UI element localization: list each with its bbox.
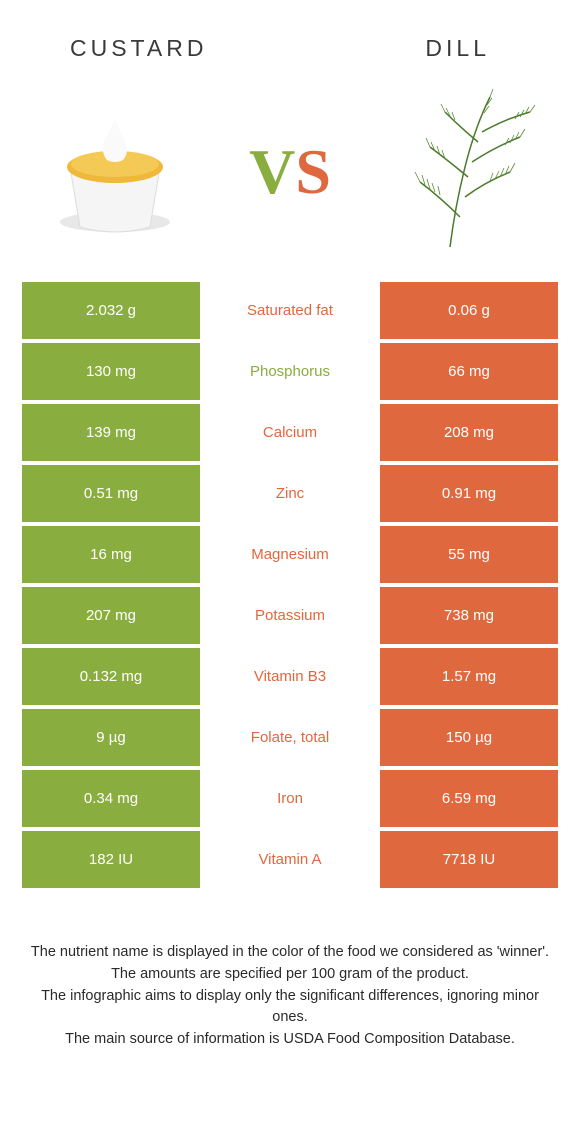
nutrient-label: Saturated fat — [200, 282, 380, 339]
footer-line: The amounts are specified per 100 gram o… — [30, 964, 550, 986]
dill-image — [380, 87, 550, 257]
table-row: 0.34 mgIron6.59 mg — [22, 770, 558, 827]
table-row: 0.132 mgVitamin B31.57 mg — [22, 648, 558, 705]
left-value: 0.51 mg — [22, 465, 200, 522]
table-row: 2.032 gSaturated fat0.06 g — [22, 282, 558, 339]
footer-notes: The nutrient name is displayed in the co… — [0, 892, 580, 1051]
left-value: 16 mg — [22, 526, 200, 583]
table-row: 130 mgPhosphorus66 mg — [22, 343, 558, 400]
table-row: 182 IUVitamin A7718 IU — [22, 831, 558, 888]
nutrient-label: Vitamin B3 — [200, 648, 380, 705]
right-value: 66 mg — [380, 343, 558, 400]
right-value: 150 µg — [380, 709, 558, 766]
table-row: 9 µgFolate, total150 µg — [22, 709, 558, 766]
left-value: 0.132 mg — [22, 648, 200, 705]
table-row: 0.51 mgZinc0.91 mg — [22, 465, 558, 522]
right-value: 6.59 mg — [380, 770, 558, 827]
left-value: 182 IU — [22, 831, 200, 888]
footer-line: The main source of information is USDA F… — [30, 1029, 550, 1051]
footer-line: The nutrient name is displayed in the co… — [30, 942, 550, 964]
right-value: 55 mg — [380, 526, 558, 583]
table-row: 207 mgPotassium738 mg — [22, 587, 558, 644]
left-value: 207 mg — [22, 587, 200, 644]
left-value: 130 mg — [22, 343, 200, 400]
nutrient-label: Zinc — [200, 465, 380, 522]
nutrient-label: Folate, total — [200, 709, 380, 766]
right-value: 7718 IU — [380, 831, 558, 888]
nutrient-label: Calcium — [200, 404, 380, 461]
table-row: 16 mgMagnesium55 mg — [22, 526, 558, 583]
comparison-table: 2.032 gSaturated fat0.06 g130 mgPhosphor… — [0, 282, 580, 888]
left-value: 0.34 mg — [22, 770, 200, 827]
right-food-title: DILL — [425, 35, 490, 62]
nutrient-label: Potassium — [200, 587, 380, 644]
right-value: 208 mg — [380, 404, 558, 461]
nutrient-label: Magnesium — [200, 526, 380, 583]
vs-s: S — [295, 136, 331, 207]
right-value: 0.06 g — [380, 282, 558, 339]
left-value: 2.032 g — [22, 282, 200, 339]
left-value: 139 mg — [22, 404, 200, 461]
vs-v: V — [249, 136, 295, 207]
footer-line: The infographic aims to display only the… — [30, 986, 550, 1030]
table-row: 139 mgCalcium208 mg — [22, 404, 558, 461]
nutrient-label: Vitamin A — [200, 831, 380, 888]
nutrient-label: Phosphorus — [200, 343, 380, 400]
right-value: 738 mg — [380, 587, 558, 644]
left-value: 9 µg — [22, 709, 200, 766]
vs-label: VS — [249, 135, 331, 209]
right-value: 0.91 mg — [380, 465, 558, 522]
left-food-title: CUSTARD — [70, 35, 207, 62]
nutrient-label: Iron — [200, 770, 380, 827]
right-value: 1.57 mg — [380, 648, 558, 705]
custard-image — [30, 87, 200, 257]
